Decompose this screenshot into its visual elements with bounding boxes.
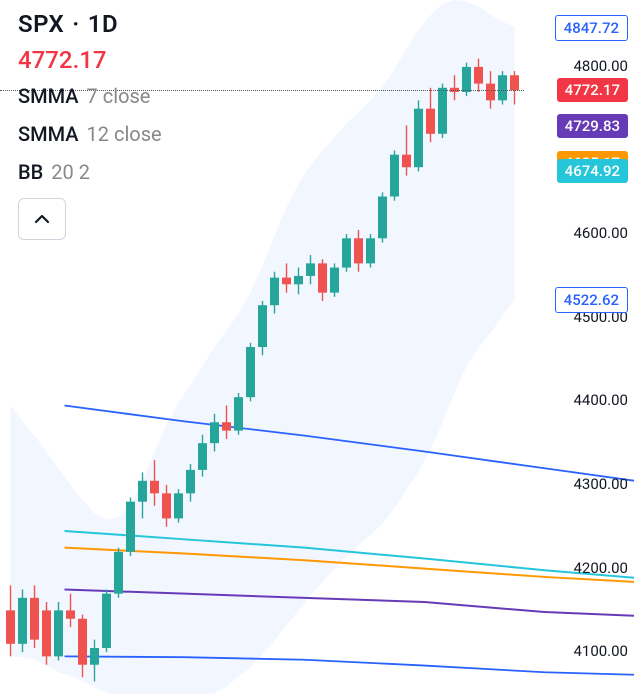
chart-legend: SPX · 1D 4772.17 SMMA 7 close SMMA 12 close… [18,10,162,240]
dot-separator: · [72,10,80,38]
candle-body [294,276,303,284]
candle-body [174,493,183,518]
candle-body [210,422,219,443]
price-badge: 4522.62 [555,287,628,313]
indicator-name: BB [18,160,43,184]
candle-body [318,263,327,292]
indicator-args: 7 close [87,84,151,108]
price-badge: 4772.17 [557,78,628,102]
price-badge: 4674.92 [557,159,628,183]
y-axis-label: 4300.00 [573,475,628,493]
candle-body [438,88,447,134]
price-badge: 4729.83 [557,114,628,138]
y-axis-label: 4600.00 [573,224,628,242]
candle-body [102,594,111,648]
last-price: 4772.17 [18,46,162,74]
symbol-label[interactable]: SPX [18,10,64,38]
y-axis-label: 4800.00 [573,57,628,75]
price-badge: 4847.72 [555,15,628,41]
candle-body [426,109,435,134]
indicator-args: 20 2 [51,160,90,184]
candle-body [390,155,399,197]
candle-body [18,598,27,644]
y-axis-label: 4400.00 [573,391,628,409]
candle-body [354,238,363,263]
candle-body [234,397,243,430]
candle-body [78,619,87,665]
y-axis-label: 4100.00 [573,642,628,660]
candle-body [366,238,375,263]
candle-body [138,481,147,502]
candle-body [414,109,423,168]
candle-body [66,610,75,618]
indicator-name: SMMA [18,84,79,108]
candle-body [402,155,411,168]
candle-body [54,610,63,656]
candle-body [306,263,315,276]
indicator-row[interactable]: BB 20 2 [18,160,162,184]
indicator-row[interactable]: SMMA 12 close [18,122,162,146]
candle-body [246,347,255,397]
candle-body [510,75,519,90]
candle-body [258,305,267,347]
candle-body [114,552,123,594]
candle-body [6,610,15,643]
candle-body [342,238,351,267]
candle-body [186,470,195,493]
candle-body [30,598,39,640]
candle-body [462,67,471,92]
candle-body [42,610,51,656]
candle-body [498,75,507,100]
candle-body [486,84,495,101]
candle-body [474,67,483,84]
indicator-name: SMMA [18,122,79,146]
candle-body [162,493,171,518]
chevron-up-icon [33,210,51,228]
candle-body [126,502,135,552]
candle-body [378,196,387,238]
y-axis-label: 4200.00 [573,559,628,577]
candle-body [222,422,231,430]
candle-body [282,278,291,285]
candle-body [270,278,279,306]
collapse-legend-button[interactable] [18,198,66,240]
timeframe-label[interactable]: 1D [88,10,118,38]
indicator-args: 12 close [87,122,162,146]
candle-body [90,648,99,665]
candle-body [198,443,207,470]
indicator-row[interactable]: SMMA 7 close [18,84,162,108]
candle-body [150,481,159,494]
candle-body [330,268,339,293]
